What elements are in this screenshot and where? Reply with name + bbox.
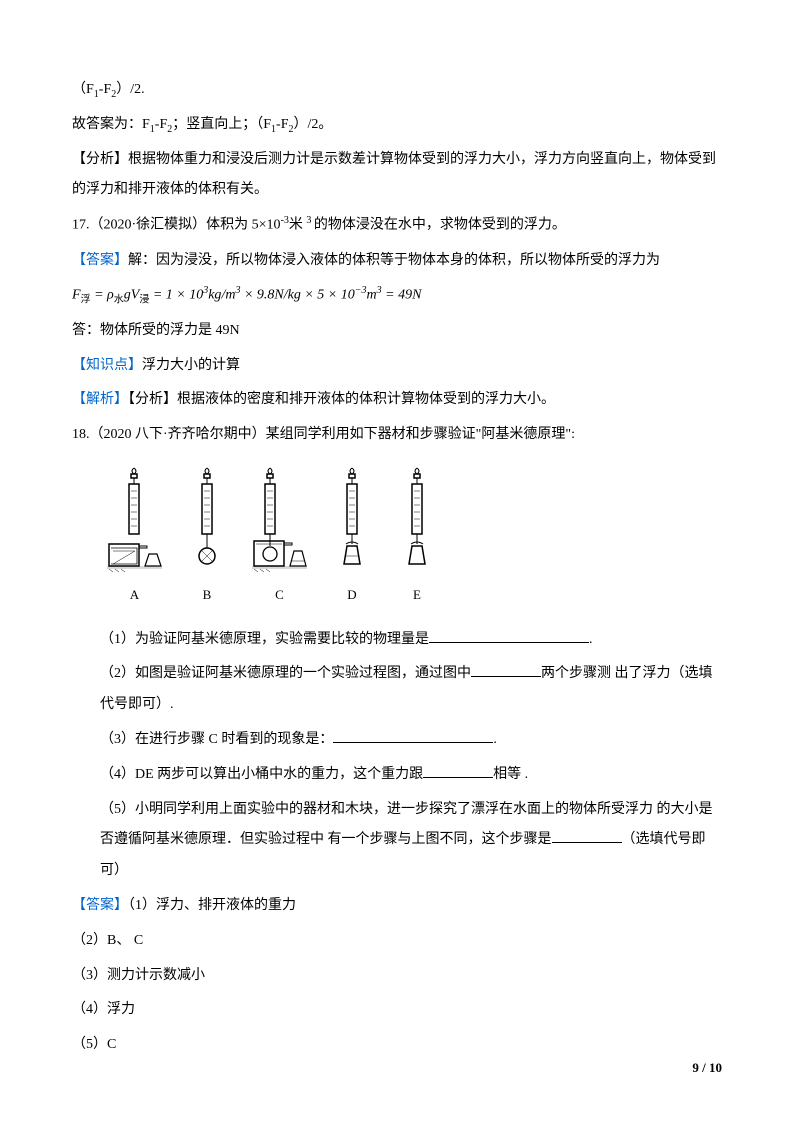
- sub-question-4: （4）DE 两步可以算出小桶中水的重力，这个重力跟相等 .: [72, 760, 722, 791]
- diagram-label-b: B: [203, 581, 212, 610]
- sub-question-5: （5）小明同学利用上面实验中的器材和木块，进一步探究了漂浮在水面上的物体所受浮力…: [72, 795, 722, 887]
- answer-17-label: 【答案】解：因为浸没，所以物体浸入液体的体积等于物体本身的体积，所以物体所受的浮…: [72, 246, 722, 277]
- sub-question-2: （2）如图是验证阿基米德原理的一个实验过程图，通过图中两个步骤测 出了浮力（选填…: [72, 659, 722, 721]
- answer-18-4: （4）浮力: [72, 995, 722, 1026]
- sub-question-1: （1）为验证阿基米德原理，实验需要比较的物理量是.: [72, 625, 722, 656]
- page-number: 9 / 10: [692, 1054, 722, 1083]
- answer-18: 【答案】（1）浮力、排开液体的重力: [72, 891, 722, 922]
- formula-line: F浮 = ρ水gV浸 = 1 × 103kg/m3 × 9.8N/kg × 5 …: [72, 280, 722, 311]
- diagram-label-a: A: [130, 581, 139, 610]
- experiment-diagram: A B: [107, 466, 722, 610]
- analysis-17: 【解析】【分析】根据液体的密度和排开液体的体积计算物体受到的浮力大小。: [72, 385, 722, 416]
- knowledge-point: 【知识点】浮力大小的计算: [72, 351, 722, 382]
- question-18: 18.（2020 八下·齐齐哈尔期中）某组同学利用如下器材和步骤验证"阿基米德原…: [72, 420, 722, 451]
- text-line-1: （F1-F2）/2.: [72, 75, 722, 106]
- question-17: 17.（2020·徐汇模拟）体积为 5×10-3米 3 的物体浸没在水中，求物体…: [72, 210, 722, 241]
- answer-18-3: （3）测力计示数减小: [72, 961, 722, 992]
- answer-17-conclusion: 答：物体所受的浮力是 49N: [72, 316, 722, 347]
- answer-18-2: （2）B、 C: [72, 926, 722, 957]
- answer-18-5: （5）C: [72, 1030, 722, 1061]
- diagram-label-d: D: [347, 581, 356, 610]
- diagram-label-c: C: [275, 581, 284, 610]
- text-line-2: 故答案为：F1-F2；竖直向上；（F1-F2）/2。: [72, 110, 722, 141]
- diagram-label-e: E: [413, 581, 421, 610]
- analysis-text: 【分析】根据物体重力和浸没后测力计是示数差计算物体受到的浮力大小，浮力方向竖直向…: [72, 145, 722, 207]
- sub-question-3: （3）在进行步骤 C 时看到的现象是：.: [72, 725, 722, 756]
